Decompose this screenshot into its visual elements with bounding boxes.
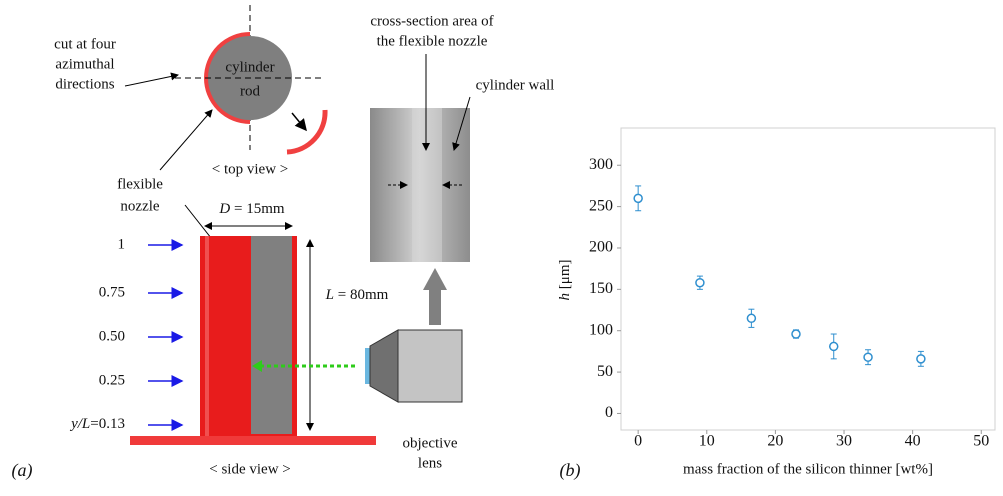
- nozzle-piece: [287, 110, 325, 152]
- panel-label: (b): [560, 460, 581, 481]
- photo-nozzle: [412, 108, 442, 262]
- x-axis-label: mass fraction of the silicon thinner [wt…: [683, 461, 933, 477]
- panel-b: (b) mass fraction of the silicon thinner…: [557, 128, 995, 481]
- arrow: [160, 110, 212, 170]
- base: [130, 436, 376, 445]
- label: azimuthal: [55, 56, 114, 72]
- label: flexible: [117, 176, 163, 192]
- x-tick-label: 30: [836, 433, 852, 450]
- lens-body: [398, 330, 462, 402]
- point: [830, 342, 838, 350]
- arrow: [429, 290, 441, 325]
- y-tick-label: 200: [589, 239, 613, 256]
- nozzle: [205, 236, 209, 436]
- x-tick-label: 10: [699, 433, 715, 450]
- label: D = 15mm: [218, 201, 284, 217]
- x-tick-label: 0: [634, 433, 642, 450]
- arrow: [423, 268, 447, 290]
- x-tick-label: 50: [973, 433, 989, 450]
- point: [747, 314, 755, 322]
- label: rod: [240, 83, 260, 99]
- label: objective: [403, 435, 458, 451]
- label: nozzle: [120, 198, 159, 214]
- plot-frame: [621, 128, 995, 430]
- point: [864, 353, 872, 361]
- y-tick-label: 100: [589, 321, 613, 338]
- label: cross-section area of: [370, 13, 493, 29]
- y-tick-label: 150: [589, 280, 613, 297]
- label: 1: [118, 236, 126, 252]
- label: L = 80mm: [325, 287, 389, 303]
- figure: cut at four azimuthal directions cylinde…: [0, 0, 1003, 496]
- label: y/L=0.13: [69, 416, 125, 432]
- label: lens: [418, 455, 442, 471]
- y-tick-label: 300: [589, 156, 613, 173]
- panel-label: (a): [12, 460, 33, 481]
- arrow: [292, 113, 306, 130]
- label: cylinder wall: [476, 77, 555, 93]
- lens: [370, 330, 398, 402]
- point: [696, 279, 704, 287]
- y-tick-label: 50: [597, 363, 613, 380]
- panel-a: cut at four azimuthal directions cylinde…: [12, 5, 555, 481]
- label: 0.75: [99, 284, 125, 300]
- label: cut at four: [54, 36, 116, 52]
- point: [634, 194, 642, 202]
- label: cylinder: [225, 59, 274, 75]
- rod: [251, 236, 292, 434]
- label: the flexible nozzle: [377, 33, 488, 49]
- lens: [365, 348, 370, 384]
- label: directions: [55, 76, 114, 92]
- x-tick-label: 40: [905, 433, 921, 450]
- label: 0.50: [99, 328, 125, 344]
- label: 0.25: [99, 372, 125, 388]
- arrow: [125, 75, 178, 86]
- y-axis-label: h [μm]: [557, 260, 573, 301]
- x-tick-label: 20: [767, 433, 783, 450]
- y-tick-label: 250: [589, 197, 613, 214]
- point: [792, 330, 800, 338]
- label: < top view >: [212, 161, 289, 177]
- point: [917, 355, 925, 363]
- y-tick-label: 0: [605, 404, 613, 421]
- label: < side view >: [209, 461, 291, 477]
